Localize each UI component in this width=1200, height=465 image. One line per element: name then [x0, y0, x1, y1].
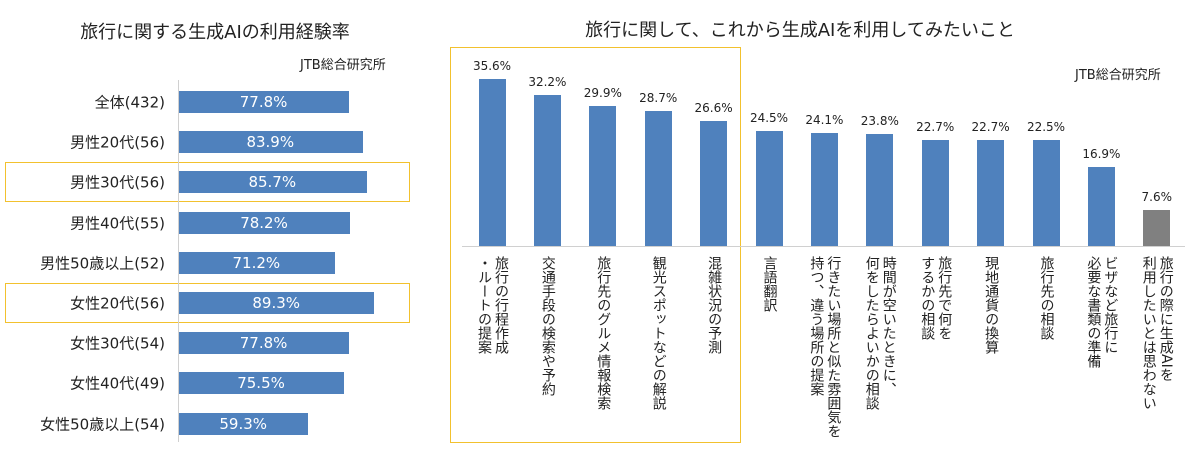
- highlight-box: [450, 47, 741, 443]
- data-label: 35.6%: [472, 59, 512, 74]
- data-label: 83.9%: [246, 133, 295, 152]
- left-chart-title: 旅行に関する生成AIの利用経験率: [80, 22, 350, 43]
- data-label: 29.9%: [583, 85, 622, 100]
- category-label: 男性20代(56): [70, 133, 165, 152]
- bar: [1087, 166, 1115, 246]
- category-label: 旅行先の相談: [1038, 256, 1055, 340]
- category-label: 交通手段の検索や予約: [539, 256, 556, 396]
- category-label: 旅行の行程作成 ・ルートの提案: [476, 256, 509, 354]
- bar: [178, 91, 350, 113]
- bar: [755, 131, 783, 246]
- category-label: 言語翻訳: [761, 256, 778, 312]
- bar: [866, 134, 894, 246]
- bar: [178, 332, 350, 355]
- category-label: 男性40代(55): [70, 214, 165, 233]
- bar: [178, 372, 345, 395]
- bar: [589, 105, 617, 246]
- bar: [977, 139, 1005, 246]
- category-label: 観光スポットなどの解説: [650, 256, 667, 410]
- category-label: 旅行の際に生成AIを 利用したいとは思わない: [1140, 256, 1174, 410]
- category-label: 旅行先で何を するかの相談: [919, 256, 953, 340]
- category-label: 女性40代(49): [70, 374, 165, 393]
- left-chart-source: JTB総合研究所: [300, 58, 386, 73]
- data-label: 22.7%: [971, 119, 1010, 134]
- data-label: 75.5%: [237, 374, 285, 393]
- bar: [178, 131, 363, 154]
- category-label: 男性30代(56): [70, 173, 165, 192]
- data-label: 32.2%: [528, 74, 567, 89]
- bar: [178, 211, 351, 234]
- x-axis-line: [462, 246, 1185, 247]
- data-label: 23.8%: [860, 114, 899, 129]
- data-label: 85.7%: [248, 173, 297, 192]
- data-label: 78.2%: [240, 213, 288, 232]
- category-label: 女性50歳以上(54): [40, 415, 165, 434]
- data-label: 71.2%: [232, 253, 281, 272]
- bar: [1143, 210, 1171, 246]
- data-label: 22.5%: [1026, 120, 1066, 135]
- highlight-box: [5, 162, 410, 203]
- category-label: 時間が空いたときに、 何をしたらよいかの相談: [863, 256, 897, 410]
- data-label: 16.9%: [1082, 146, 1121, 161]
- data-label: 24.1%: [805, 112, 844, 127]
- bar: [178, 292, 375, 314]
- bar: [178, 412, 309, 435]
- bar: [921, 139, 949, 246]
- category-label: 全体(432): [94, 93, 165, 112]
- data-label: 89.3%: [252, 294, 301, 312]
- category-label: 旅行先のグルメ情報検索: [595, 256, 612, 410]
- data-label: 7.6%: [1141, 190, 1173, 205]
- bar: [178, 251, 335, 274]
- category-label: ビザなど旅行に 必要な書類の準備: [1085, 256, 1119, 368]
- data-label: 59.3%: [219, 414, 268, 433]
- bar: [533, 94, 561, 246]
- bar: [1032, 140, 1060, 246]
- highlight-box: [5, 283, 410, 323]
- right-chart-title: 旅行に関して、これから生成AIを利用してみたいこと: [585, 20, 1015, 41]
- bar: [478, 79, 506, 246]
- bar: [644, 111, 672, 246]
- bar: [178, 171, 367, 194]
- bar: [700, 121, 728, 246]
- category-label: 女性30代(54): [70, 334, 165, 353]
- data-label: 77.8%: [239, 334, 288, 353]
- data-label: 22.7%: [916, 119, 955, 134]
- category-label: 現地通貨の換算: [983, 256, 1000, 354]
- bar: [810, 132, 838, 246]
- right-chart-source: JTB総合研究所: [1075, 68, 1161, 83]
- data-label: 28.7%: [639, 91, 678, 106]
- category-label: 混雑状況の予測: [706, 256, 723, 354]
- data-label: 26.6%: [694, 101, 733, 116]
- category-label: 女性20代(56): [70, 294, 165, 313]
- data-label: 77.8%: [239, 93, 288, 111]
- data-label: 24.5%: [749, 111, 789, 126]
- category-label: 男性50歳以上(52): [40, 254, 165, 273]
- y-axis-line: [178, 80, 179, 442]
- category-label: 行きたい場所と似た雰囲気を 持つ、違う場所の提案: [808, 256, 842, 438]
